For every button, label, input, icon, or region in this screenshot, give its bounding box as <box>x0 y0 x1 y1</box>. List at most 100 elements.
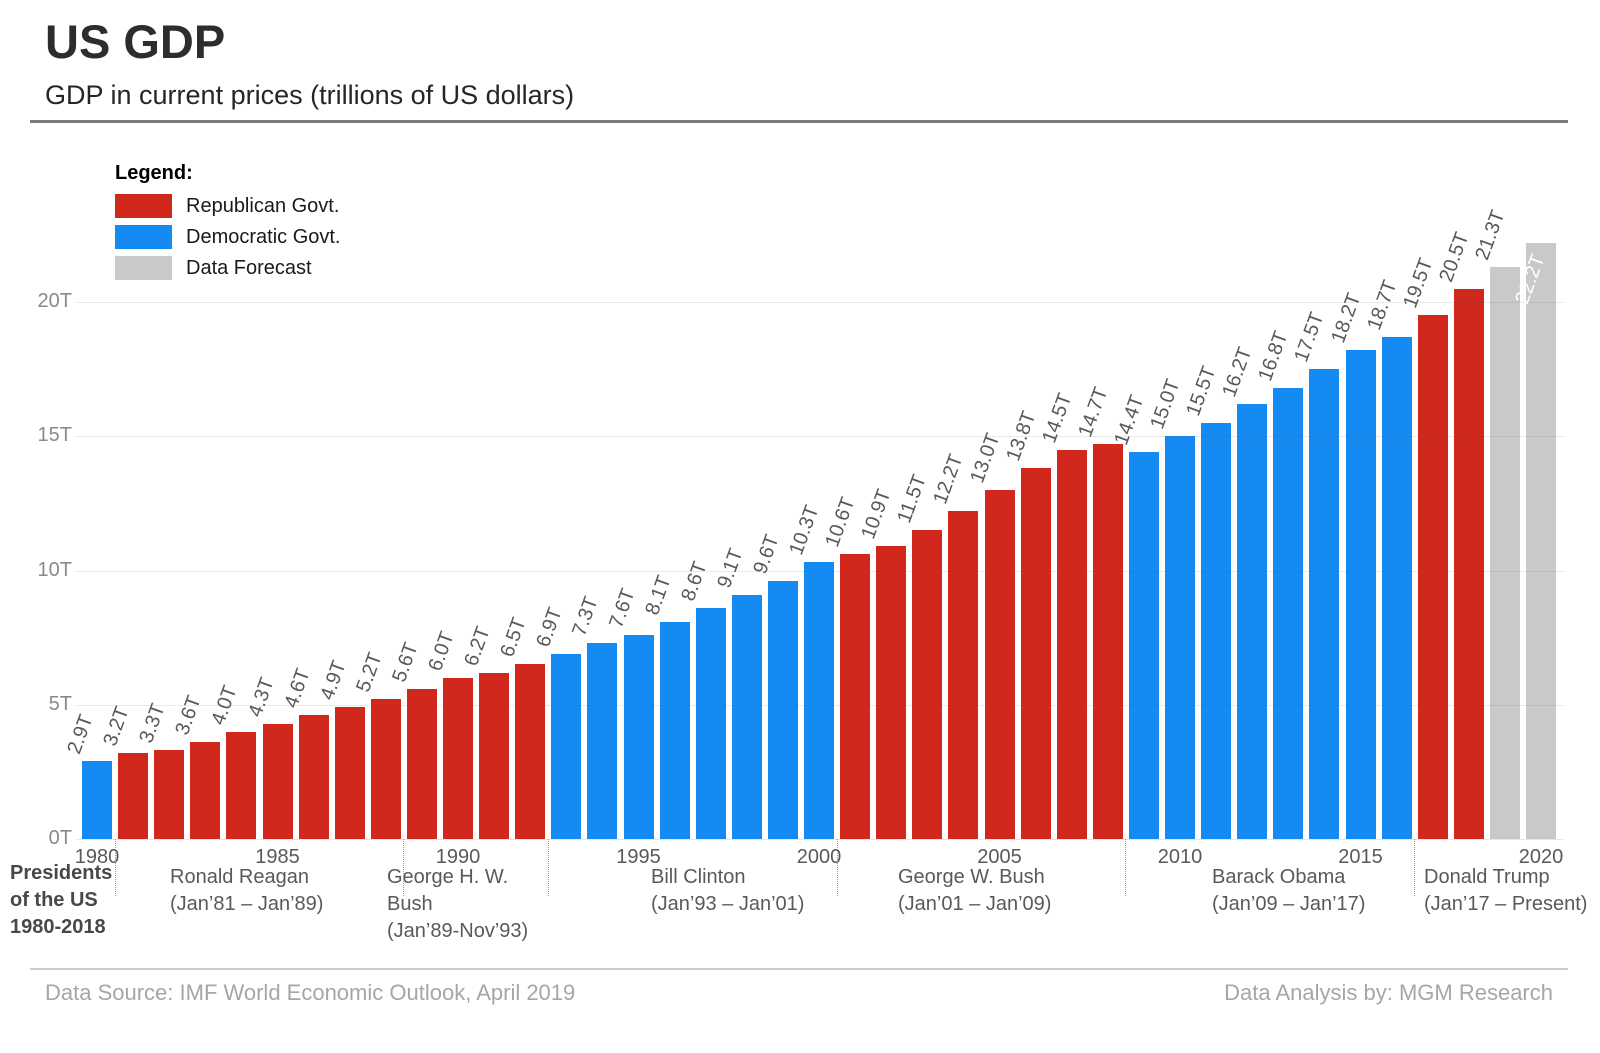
x-tick-2005: 2005 <box>977 846 1022 868</box>
president-label-1: Ronald Reagan (Jan’81 – Jan’89) <box>170 864 323 918</box>
x-axis-line <box>76 839 1564 840</box>
bar-label-1982: 3.3T <box>135 701 170 747</box>
bar-label-2013: 16.8T <box>1254 328 1293 384</box>
president-separator-1981 <box>114 839 116 896</box>
bar-label-1981: 3.2T <box>99 703 134 750</box>
bar-label-1986: 4.6T <box>279 666 315 712</box>
footer-data-analysis: Data Analysis by: MGM Research <box>1224 980 1553 1005</box>
bar-label-1993: 6.9T <box>532 604 567 650</box>
bar-label-2001: 10.6T <box>821 494 860 551</box>
bar-label-1999: 9.6T <box>749 532 784 578</box>
bar-2007 <box>1056 449 1087 839</box>
bar-label-2010: 15.0T <box>1146 376 1185 433</box>
bar-1991 <box>479 672 510 839</box>
president-label-5: Barack Obama (Jan’09 – Jan’17) <box>1212 864 1365 918</box>
bar-2009 <box>1128 452 1159 839</box>
democratic-color-swatch <box>115 225 172 249</box>
bar-label-2007: 14.5T <box>1038 390 1077 446</box>
bar-label-1994: 7.3T <box>568 593 604 639</box>
x-tick-1995: 1995 <box>616 846 661 868</box>
bar-label-2011: 15.5T <box>1182 363 1221 419</box>
bar-1985 <box>262 723 293 839</box>
legend-item-republican: Republican Govt. <box>115 194 340 218</box>
y-axis-label-15T: 15T <box>37 424 72 447</box>
bar-2003 <box>912 530 943 839</box>
forecast-color-swatch <box>115 256 172 280</box>
president-label-line: (Jan’01 – Jan’09) <box>898 893 1052 915</box>
president-label-line: Donald Trump <box>1424 866 1550 888</box>
president-separator-2009 <box>1125 839 1127 896</box>
bar-2016 <box>1381 336 1412 839</box>
president-separator-1989 <box>403 839 405 896</box>
bar-1993 <box>551 653 582 839</box>
chart-legend: Legend: Republican Govt. Democratic Govt… <box>115 162 340 287</box>
president-label-line: Barack Obama <box>1212 866 1346 888</box>
president-label-line: (Jan’89-Nov’93) <box>387 920 529 942</box>
axis-header-line: 1980-2018 <box>10 916 106 938</box>
x-tick-2000: 2000 <box>796 846 842 868</box>
x-tick-1990: 1990 <box>435 846 481 868</box>
president-separator-2001 <box>836 839 838 896</box>
bar-2012 <box>1237 404 1268 839</box>
bar-label-2002: 10.9T <box>857 486 896 543</box>
bar-2015 <box>1345 350 1376 839</box>
x-tick-1980: 1980 <box>74 846 120 868</box>
president-label-line: (Jan’17 – Present) <box>1424 893 1588 915</box>
bar-2005 <box>984 489 1015 839</box>
bar-1989 <box>406 688 437 839</box>
bar-1994 <box>587 642 618 839</box>
bar-2008 <box>1092 444 1123 839</box>
bar-2014 <box>1309 369 1340 839</box>
bar-label-1995: 7.6T <box>604 585 640 631</box>
bar-label-2006: 13.8T <box>1001 408 1041 465</box>
presidents-axis-header: Presidents of the US 1980-2018 <box>10 860 112 941</box>
x-tick-2020: 2020 <box>1518 846 1564 868</box>
bar-label-1984: 4.0T <box>207 682 243 728</box>
bar-label-1983: 3.6T <box>171 693 206 739</box>
bar-2006 <box>1020 468 1051 839</box>
bar-label-1987: 4.9T <box>316 658 351 704</box>
republican-color-swatch <box>115 194 172 218</box>
president-label-line: Ronald Reagan <box>170 866 309 888</box>
bar-label-1985: 4.3T <box>243 674 279 720</box>
president-label-line: Bush <box>387 893 433 915</box>
y-axis-label-0T: 0T <box>48 827 72 849</box>
president-label-line: (Jan’81 – Jan’89) <box>170 893 324 915</box>
bar-1998 <box>731 594 762 839</box>
president-label-2: George H. W. Bush (Jan’89-Nov’93) <box>387 864 528 945</box>
x-tick-2015: 2015 <box>1338 846 1383 868</box>
legend-item-forecast: Data Forecast <box>115 256 340 280</box>
bar-2017 <box>1417 315 1448 839</box>
legend-item-label: Republican Govt. <box>186 195 340 217</box>
president-label-line: (Jan’09 – Jan’17) <box>1212 893 1366 915</box>
bar-2001 <box>840 554 871 839</box>
bar-1983 <box>190 742 221 839</box>
bar-1999 <box>767 581 798 839</box>
legend-title: Legend: <box>115 162 193 184</box>
bar-label-2016: 18.7T <box>1362 277 1402 333</box>
bar-label-1989: 5.6T <box>388 639 423 685</box>
bar-2013 <box>1273 387 1304 839</box>
footer-divider <box>30 968 1568 970</box>
bar-2020 <box>1526 242 1556 839</box>
bar-1987 <box>334 707 365 839</box>
bar-1988 <box>370 699 401 839</box>
bar-label-2008: 14.7T <box>1074 384 1113 441</box>
bar-1995 <box>623 634 654 839</box>
y-axis-label-10T: 10T <box>37 558 72 581</box>
bar-1980 <box>82 761 112 839</box>
bar-label-1992: 6.5T <box>496 615 531 661</box>
bar-label-1997: 8.6T <box>677 558 712 605</box>
bar-label-2018: 20.5T <box>1435 228 1474 285</box>
bar-2011 <box>1201 422 1232 839</box>
president-separator-2017 <box>1414 839 1416 896</box>
bar-1990 <box>443 677 473 839</box>
bar-label-2019: 21.3T <box>1471 207 1510 264</box>
bar-1997 <box>695 608 726 839</box>
bar-label-2017: 19.5T <box>1399 255 1438 312</box>
bar-label-2012: 16.2T <box>1218 344 1257 401</box>
page-title: US GDP <box>45 15 226 68</box>
bar-label-1998: 9.1T <box>713 545 748 591</box>
bar-1996 <box>659 621 690 839</box>
